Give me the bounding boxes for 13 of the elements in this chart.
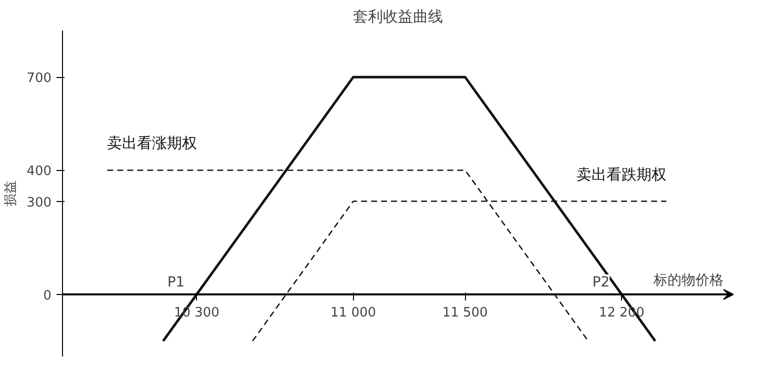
y-axis-title: 损益	[4, 180, 19, 206]
chart-title: 套利收益曲线	[353, 8, 443, 26]
annotation: P1	[167, 274, 185, 290]
series-label: 卖出看跌期权	[576, 165, 666, 184]
x-tick-label: 11 500	[442, 305, 488, 320]
y-tick-label: 700	[26, 71, 52, 86]
annotation: P2	[592, 274, 610, 290]
y-tick-label: 0	[43, 288, 52, 304]
y-tick-label: 400	[26, 164, 52, 180]
y-tick-label: 300	[26, 195, 52, 210]
x-tick-label: 11 000	[330, 305, 376, 320]
series-label: 卖出看涨期权	[107, 134, 198, 152]
x-axis-title: 标的物价格	[652, 272, 724, 288]
